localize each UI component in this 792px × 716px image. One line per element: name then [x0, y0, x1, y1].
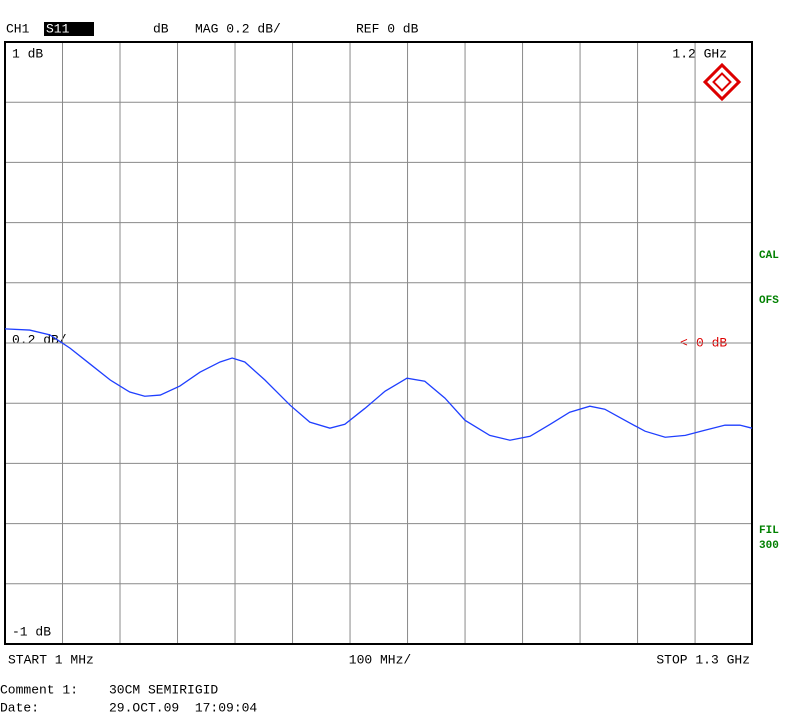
stop: STOP 1.3 GHz [656, 652, 750, 667]
trace [4, 328, 753, 441]
param-highlight [44, 22, 94, 36]
side-label: 300 [759, 540, 779, 552]
param: S11 [46, 21, 70, 36]
channel: CH1 [6, 21, 30, 36]
date: 29.OCT.09 17:09:04 [109, 700, 257, 715]
span: 100 MHz/ [349, 652, 412, 667]
side-label: OFS [759, 295, 779, 307]
y-tick-label: -1 dB [12, 624, 51, 639]
comment: 30CM SEMIRIGID [109, 682, 218, 697]
format: dB [153, 21, 169, 36]
start: START 1 MHz [8, 652, 94, 667]
y-tick-label: 1 dB [12, 46, 43, 61]
scale-label: 0.2 dB/ [12, 332, 67, 347]
side-label: CAL [759, 250, 779, 262]
marker-label: 1.2 GHz [672, 46, 727, 61]
ref: REF 0 dB [356, 21, 419, 36]
scale: MAG 0.2 dB/ [195, 21, 281, 36]
plot-frame [4, 41, 753, 645]
side-label: FIL [759, 525, 779, 537]
comment-label: Comment 1: [0, 682, 78, 697]
logo [702, 62, 742, 102]
date-label: Date: [0, 700, 39, 715]
